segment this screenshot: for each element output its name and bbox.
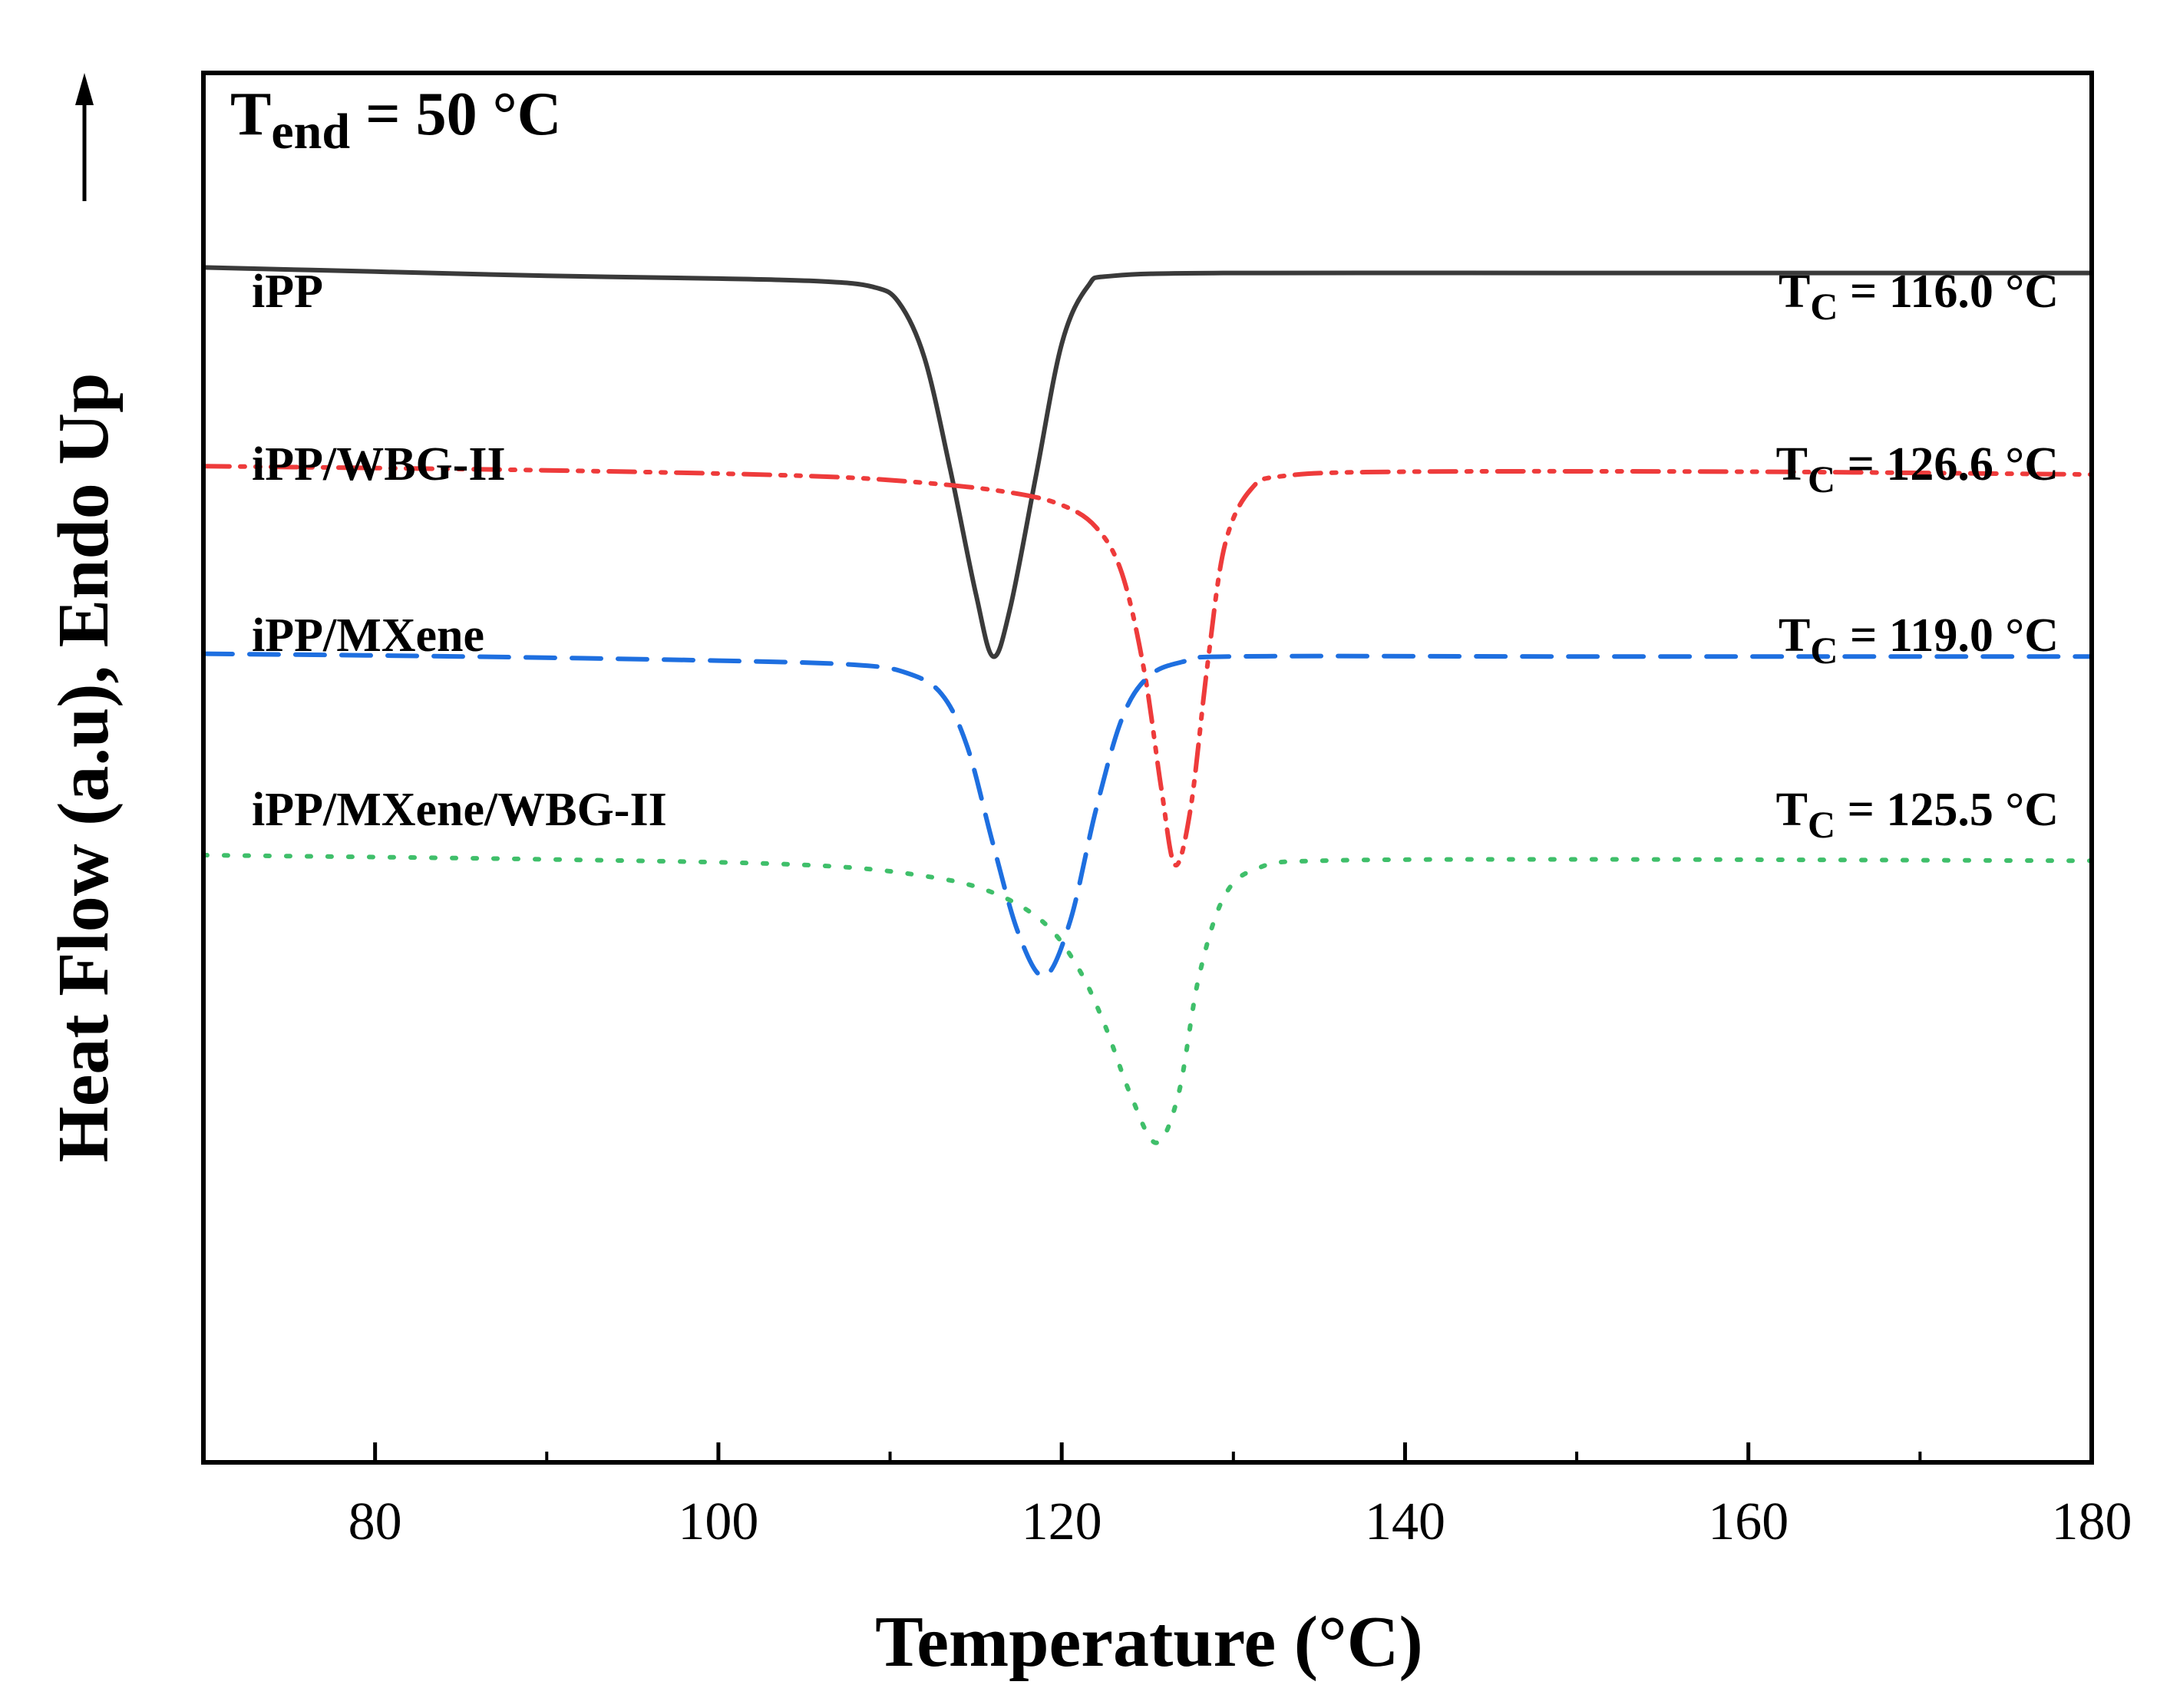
series-line-ipp-mxene-wbg-ii	[203, 853, 2092, 1145]
y-axis-title: Heat Flow (a.u), Endo Up	[44, 373, 124, 1163]
x-tick-label: 140	[1365, 1492, 1445, 1551]
series-line-ipp-mxene	[203, 651, 2092, 979]
x-tick-label: 80	[348, 1492, 402, 1551]
x-axis-ticks: 80 100 120 140 160 180	[348, 1442, 2132, 1551]
plot-frame	[201, 71, 2094, 1465]
x-tick-label: 120	[1022, 1492, 1102, 1551]
tend-subscript: end	[271, 104, 350, 160]
x-tick-label: 160	[1708, 1492, 1789, 1551]
tc-label: TC = 126.6 °C	[1776, 438, 2059, 501]
series-line-ipp	[203, 265, 2092, 659]
series-label: iPP	[252, 266, 323, 318]
tend-annotation: Tend = 50 °C	[230, 81, 561, 160]
tend-prefix: T	[230, 81, 271, 148]
x-tick-label: 180	[2052, 1492, 2132, 1551]
series-layer	[203, 265, 2092, 1145]
x-axis-title: Temperature (°C)	[875, 1602, 1423, 1682]
tc-label: TC = 125.5 °C	[1776, 784, 2059, 846]
tend-value: = 50 °C	[350, 81, 561, 148]
series-label: iPP/MXene	[252, 610, 484, 662]
tc-label: TC = 119.0 °C	[1779, 610, 2059, 672]
x-tick-label: 100	[678, 1492, 758, 1551]
series-label: iPP/WBG-II	[252, 438, 506, 491]
series-labels: iPP TC = 116.0 °C iPP/WBG-II TC = 126.6 °C i…	[252, 266, 2059, 846]
endo-up-arrow	[75, 73, 94, 201]
tc-label: TC = 116.0 °C	[1779, 266, 2059, 328]
series-line-ipp-wbg-ii	[203, 464, 2092, 867]
series-label: iPP/MXene/WBG-II	[252, 784, 667, 836]
